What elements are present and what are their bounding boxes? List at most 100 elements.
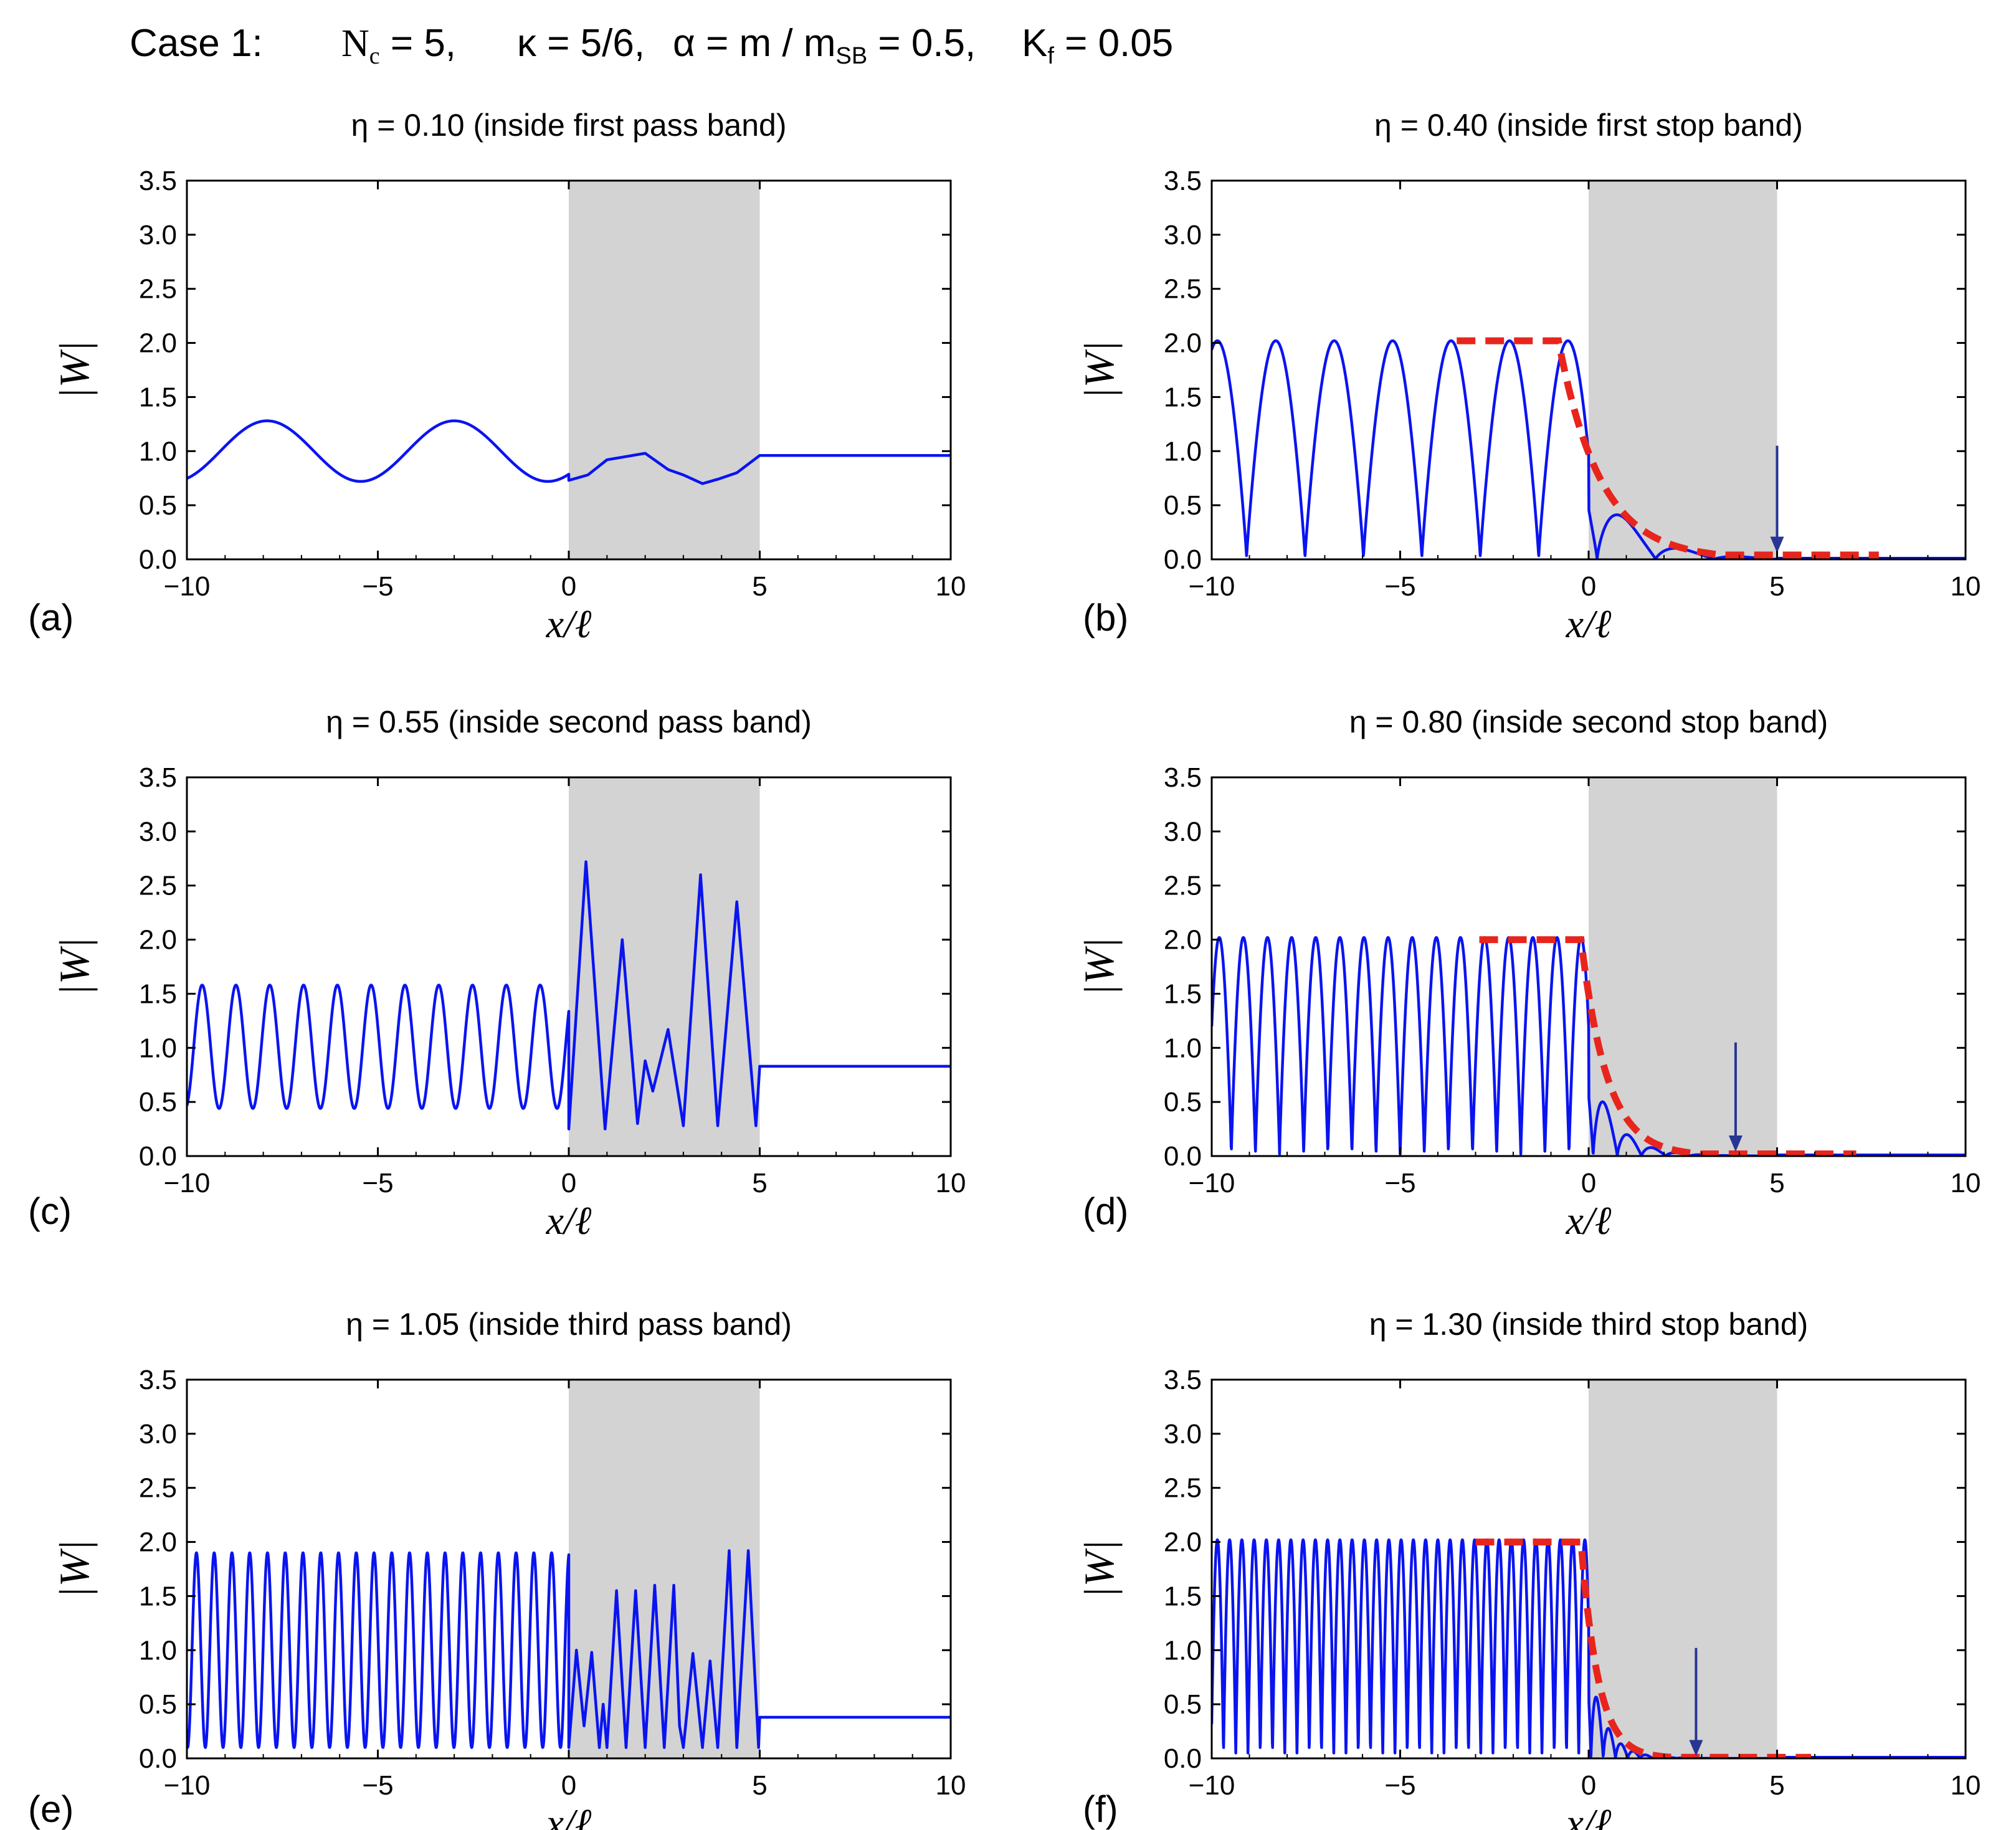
panel-title: η = 0.55 (inside second pass band) — [326, 704, 812, 739]
y-tick-label: 3.0 — [1164, 220, 1202, 250]
x-tick-label: −5 — [1384, 1168, 1415, 1198]
x-axis-label: x/ℓ — [1566, 1801, 1612, 1830]
x-tick-label: 5 — [752, 571, 767, 602]
y-tick-label: 1.0 — [139, 436, 177, 467]
y-tick-label: 2.0 — [1164, 925, 1202, 955]
x-axis-label: x/ℓ — [1566, 1198, 1612, 1243]
y-tick-label: 3.0 — [1164, 817, 1202, 847]
y-tick-label: 2.0 — [1164, 1527, 1202, 1558]
y-tick-label: 2.0 — [1164, 328, 1202, 359]
x-tick-label: −5 — [1384, 1770, 1415, 1801]
x-tick-label: −5 — [362, 1168, 393, 1198]
y-tick-label: 2.5 — [139, 871, 177, 901]
y-tick-label: 2.0 — [139, 925, 177, 955]
shaded-region — [569, 181, 760, 559]
x-tick-label: 10 — [936, 1168, 966, 1198]
param-kappa: κ = 5/6, — [517, 22, 645, 65]
plot-area — [187, 419, 951, 485]
y-tick-label: 2.0 — [139, 1527, 177, 1558]
y-tick-label: 0.5 — [1164, 490, 1202, 521]
plot-area — [187, 860, 951, 1131]
y-tick-label: 2.0 — [139, 328, 177, 359]
y-axis-label: |W| — [50, 1540, 98, 1598]
x-tick-label: −5 — [362, 1770, 393, 1801]
x-tick-label: 5 — [752, 1770, 767, 1801]
arrow-head — [1728, 1135, 1743, 1152]
y-tick-label: 1.0 — [1164, 1635, 1202, 1666]
y-tick-label: 0.5 — [1164, 1689, 1202, 1720]
envelope-line — [1479, 936, 1857, 1156]
y-tick-label: 0.5 — [139, 490, 177, 521]
param-nc-subscript: c — [369, 43, 380, 69]
y-tick-label: 1.5 — [139, 1581, 177, 1611]
x-axis-label: x/ℓ — [546, 1198, 592, 1243]
x-tick-label: −10 — [1189, 1168, 1235, 1198]
panel-title: η = 1.05 (inside third pass band) — [346, 1307, 792, 1342]
param-nc-value: = 5, — [380, 22, 456, 65]
x-tick-label: −10 — [1189, 1770, 1235, 1801]
param-alpha-prefix: α = m / m — [673, 22, 835, 65]
plot-area — [187, 1549, 951, 1749]
panel-title: η = 0.40 (inside first stop band) — [1374, 108, 1803, 143]
panel-f: η = 1.30 (inside third stop band) −10 −5 0 5… — [1075, 1307, 1980, 1830]
y-tick-label: 3.0 — [1164, 1419, 1202, 1449]
x-tick-label: 5 — [752, 1168, 767, 1198]
x-tick-label: 5 — [1769, 571, 1784, 602]
param-nc-symbol: N — [341, 22, 369, 65]
y-tick-label: 3.5 — [139, 166, 177, 196]
x-tick-label: −5 — [1384, 571, 1415, 602]
y-tick-label: 2.5 — [1164, 871, 1202, 901]
y-tick-label: 0.0 — [1164, 1141, 1202, 1172]
shaded-region — [569, 777, 760, 1156]
panel-label: (c) — [28, 1190, 72, 1232]
x-tick-label: −10 — [1189, 571, 1235, 602]
param-kf-value: = 0.05 — [1054, 22, 1173, 65]
x-tick-label: 10 — [1951, 1770, 1981, 1801]
y-tick-label: 3.0 — [139, 220, 177, 250]
y-axis-label: |W| — [50, 341, 98, 399]
x-axis-label: x/ℓ — [546, 1801, 592, 1830]
y-tick-label: 1.0 — [139, 1635, 177, 1666]
y-tick-label: 1.5 — [1164, 1581, 1202, 1611]
panels: η = 0.10 (inside first pass band) −10 −5 0 5… — [28, 108, 1980, 1830]
y-axis-label: |W| — [50, 937, 98, 996]
y-tick-label: 0.5 — [139, 1087, 177, 1117]
x-tick-label: −10 — [164, 571, 211, 602]
series-line — [187, 860, 951, 1131]
shaded-region — [1589, 777, 1777, 1156]
y-tick-label: 0.0 — [139, 1141, 177, 1172]
panel-label: (d) — [1083, 1190, 1128, 1232]
y-tick-label: 1.5 — [139, 382, 177, 412]
param-alpha-subscript: SB — [835, 43, 867, 69]
y-tick-label: 2.5 — [139, 274, 177, 305]
shaded-region — [1589, 1380, 1777, 1758]
y-tick-label: 0.0 — [1164, 544, 1202, 575]
param-kf-symbol: K — [1022, 22, 1047, 65]
panel-label: (a) — [28, 597, 74, 638]
param-nc: Nc = 5, — [341, 22, 456, 69]
x-axis-label: x/ℓ — [1566, 602, 1612, 646]
y-axis-label: |W| — [1075, 341, 1123, 399]
y-tick-label: 1.5 — [1164, 382, 1202, 412]
param-alpha-value: = 0.5, — [867, 22, 976, 65]
y-tick-label: 0.5 — [1164, 1087, 1202, 1117]
y-tick-label: 2.5 — [139, 1473, 177, 1504]
x-tick-label: 5 — [1769, 1770, 1784, 1801]
x-tick-label: 0 — [561, 1168, 576, 1198]
plot-area — [1212, 1538, 1966, 1758]
case-label: Case 1: — [130, 22, 263, 65]
y-tick-label: 1.0 — [1164, 436, 1202, 467]
y-tick-label: 0.0 — [1164, 1743, 1202, 1774]
param-kf: Kf = 0.05 — [1022, 22, 1173, 69]
panel-label: (f) — [1083, 1788, 1118, 1830]
envelope-line — [1475, 1538, 1811, 1758]
panel-d: η = 0.80 (inside second stop band) −10 −5 0… — [1075, 704, 1980, 1243]
series-line — [187, 419, 951, 485]
x-tick-label: 0 — [561, 1770, 576, 1801]
x-tick-label: 10 — [936, 571, 966, 602]
panel-title: η = 0.80 (inside second stop band) — [1349, 704, 1828, 739]
x-tick-label: −10 — [164, 1770, 211, 1801]
y-tick-label: 3.0 — [139, 817, 177, 847]
y-tick-label: 0.0 — [139, 1743, 177, 1774]
